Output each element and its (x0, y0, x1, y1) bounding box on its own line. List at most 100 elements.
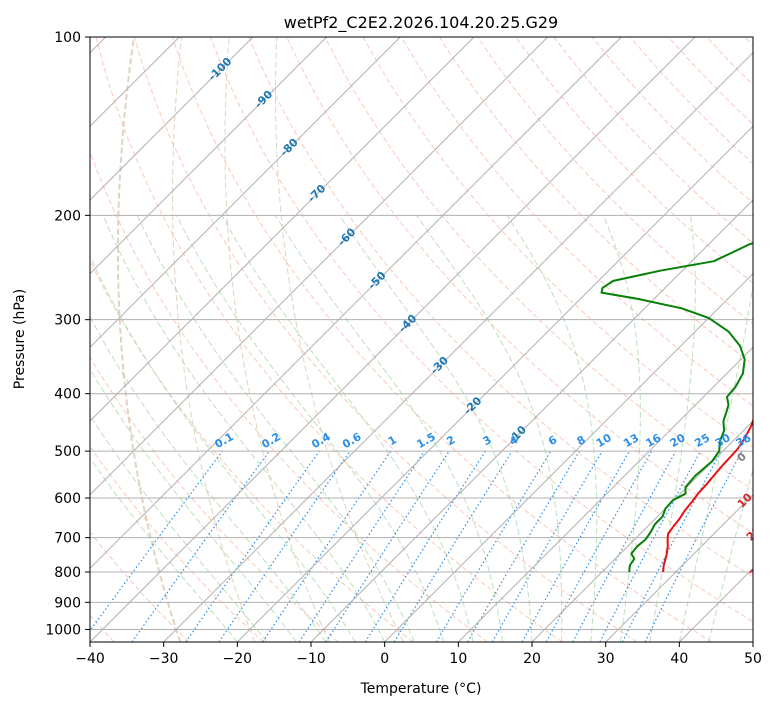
mixing-ratio-line-1.5 (298, 450, 425, 642)
isotherm--100 (90, 37, 254, 201)
moist-adiabat-44 (708, 467, 753, 642)
wbgt-line--20 (171, 37, 256, 642)
wbgt-lines (117, 37, 404, 642)
isotherm-30 (605, 493, 753, 642)
isotherm--50 (90, 37, 622, 570)
y-tick-label-700: 700 (54, 531, 81, 547)
x-tick-label-50: 50 (744, 651, 762, 667)
x-tick-label-40: 40 (670, 651, 688, 667)
isotherm--90 (90, 37, 328, 275)
mixing-ratio-line-2 (325, 450, 450, 642)
isotherm--80 (90, 37, 401, 349)
moist-adiabat--12 (90, 367, 297, 642)
profile-series (600, 242, 753, 573)
mixing-ratio-line-0.2 (131, 450, 270, 642)
moist-adiabat-40 (678, 282, 753, 642)
y-tick-label-100: 100 (54, 30, 81, 46)
y-tick-label-600: 600 (54, 491, 81, 507)
isotherm--60 (90, 37, 549, 496)
y-tick-label-900: 900 (54, 595, 81, 611)
mixing-ratio-line-4 (393, 450, 513, 642)
moist-adiabat--4 (90, 254, 356, 642)
wbgt-line-0 (275, 37, 404, 642)
mixing-ratio-line-20 (572, 450, 677, 642)
y-tick-label-500: 500 (54, 444, 81, 460)
mixing-ratio-line-0.4 (185, 450, 320, 642)
isotherm-0 (384, 272, 753, 642)
y-tick-label-300: 300 (54, 313, 81, 329)
moist-adiabat--16 (90, 414, 268, 642)
x-axis-ticks: −40 −30 −20 −10 0 10 20 30 40 50 (75, 642, 762, 667)
mixing-ratio-label-36: 36 (734, 431, 754, 450)
isotherm-20 (531, 420, 753, 642)
mixing-ratio-line-16 (545, 450, 653, 642)
pressure-gridlines (90, 37, 753, 630)
x-tick-label--10: −10 (296, 651, 326, 667)
isotherm--10 (310, 199, 753, 642)
dry-adiabat--20 (90, 445, 264, 642)
isotherm--40 (90, 37, 696, 642)
y-tick-label-800: 800 (54, 565, 81, 581)
x-tick-label--40: −40 (75, 651, 105, 667)
chart-title: wetPf2_C2E2.2026.104.20.25.G29 (284, 13, 558, 33)
isotherm--20 (236, 125, 753, 642)
dry-adiabat--30 (90, 531, 190, 642)
x-tick-label--30: −30 (149, 651, 179, 667)
dry-adiabat-130 (515, 37, 753, 284)
dewpoint-profile (600, 242, 753, 573)
mixing-ratio-line-0.1 (90, 450, 223, 632)
moist-adiabat-36 (649, 215, 696, 642)
moist-adiabat--20 (90, 457, 238, 642)
wbgt-label-20: 20 (744, 523, 764, 543)
y-axis-ticks: 100 200 300 400 500 600 700 800 900 1000 (45, 30, 90, 638)
moist-adiabat-8 (175, 215, 445, 642)
mixing-ratio-line-13 (521, 450, 631, 642)
moist-adiabat-32 (602, 215, 641, 642)
moist-adiabat-4 (136, 215, 415, 642)
y-tick-label-1000: 1000 (45, 622, 81, 638)
moist-adiabat-16 (274, 215, 503, 642)
mixing-ratio-line-1 (262, 450, 392, 642)
dry-adiabat-100 (400, 37, 753, 407)
wbgt-label-30: 30 (747, 561, 767, 581)
x-tick-label-30: 30 (597, 651, 615, 667)
moist-adiabat-20 (339, 215, 533, 642)
dry-adiabat-30 (133, 37, 638, 642)
x-tick-label-0: 0 (380, 651, 389, 667)
y-tick-label-400: 400 (54, 387, 81, 403)
x-tick-label-10: 10 (449, 651, 467, 667)
y-tick-label-200: 200 (54, 208, 81, 224)
plot-frame (89, 36, 754, 643)
moist-adiabat--8 (90, 315, 327, 642)
dry-adiabat-40 (171, 37, 712, 642)
mixing-ratio-line-0.6 (218, 450, 351, 642)
temperature-profile (662, 417, 753, 573)
plot-area: -100-90-80-70-60-50-40-30-20-100.1 0.2 0.4… (90, 37, 767, 642)
moist-adiabat-24 (416, 215, 563, 642)
isotherm--30 (163, 51, 753, 642)
x-tick-label-20: 20 (523, 651, 541, 667)
mixing-ratio-lines (90, 450, 743, 642)
x-tick-label--20: −20 (223, 651, 253, 667)
x-axis-label: Temperature (°C) (360, 681, 482, 697)
dry-adiabat-10 (90, 150, 488, 642)
y-axis-label: Pressure (hPa) (12, 289, 28, 389)
dry-adiabats (90, 37, 753, 642)
isotherm--70 (90, 37, 475, 422)
isotherm-10 (457, 346, 753, 642)
moist-adiabat-12 (221, 215, 474, 642)
dry-adiabat-20 (95, 37, 563, 642)
dry-adiabat-80 (324, 37, 753, 491)
isotherms (90, 37, 753, 642)
moist-adiabat-28 (506, 215, 598, 642)
moist-adiabats (90, 215, 753, 642)
dry-adiabat-50 (210, 37, 753, 623)
moist-adiabat-0 (102, 215, 386, 642)
dry-adiabat-60 (248, 37, 753, 578)
wbgt-line--10 (224, 37, 330, 642)
dry-adiabat-110 (438, 37, 753, 366)
mixing-ratio-line-36 (644, 450, 743, 642)
dry-adiabat--10 (90, 356, 339, 642)
